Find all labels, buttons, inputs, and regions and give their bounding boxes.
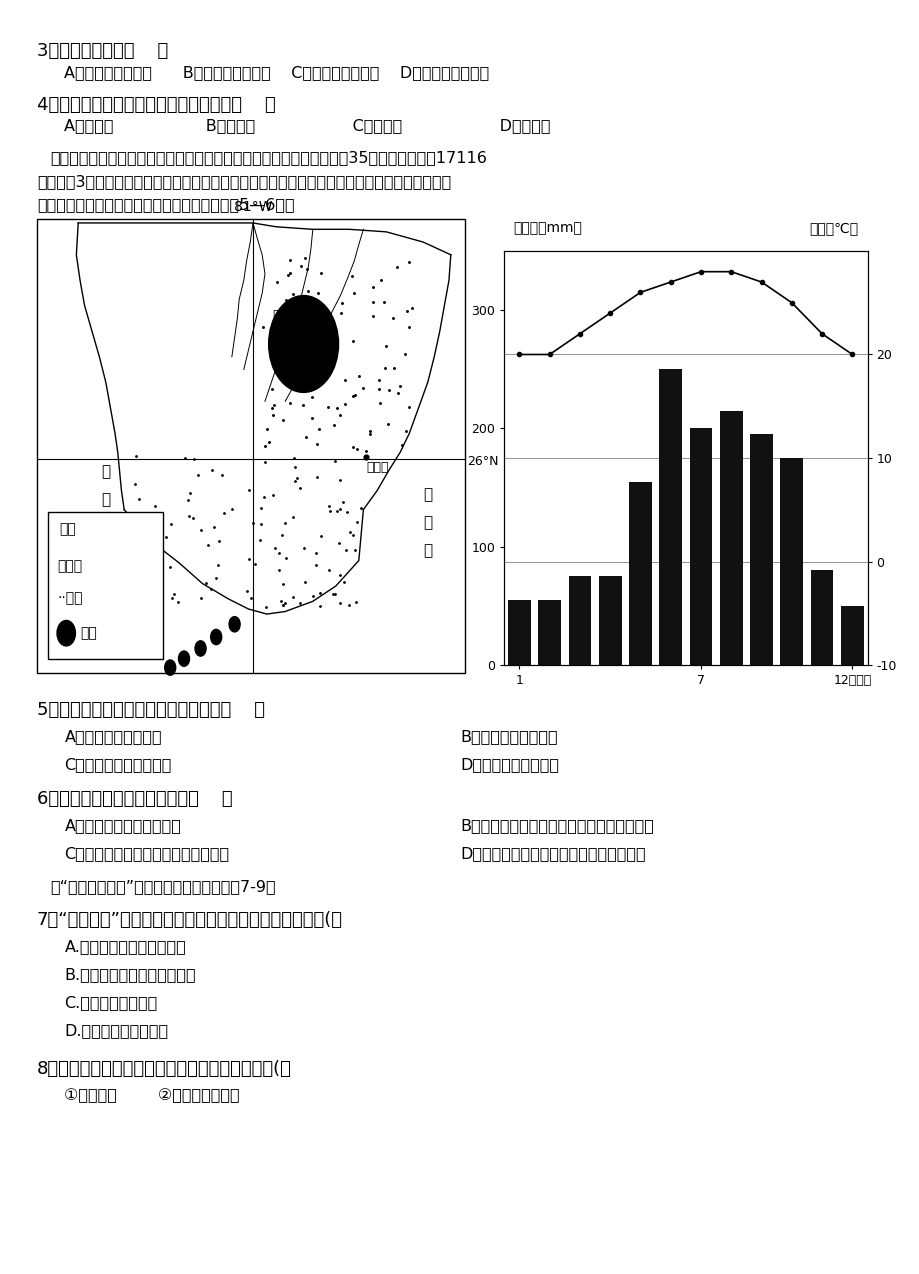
Bar [720, 410, 742, 665]
Text: A、背风坡、向阳坡      B、迎风坡、背阴坡    C、迎风坡、向阳坡    D、背风坡、背阴坡: A、背风坡、向阳坡 B、迎风坡、背阴坡 C、迎风坡、向阳坡 D、背风坡、背阴坡 [64, 65, 489, 80]
Text: ··沼泽: ··沼泽 [57, 591, 83, 605]
Bar [507, 600, 530, 665]
Circle shape [165, 660, 176, 675]
Text: D、大量建设商品住宅区，提高城市化水平: D、大量建设商品住宅区，提高城市化水平 [460, 846, 645, 861]
Text: B、海拔低，地势低平: B、海拔低，地势低平 [460, 729, 557, 744]
Text: 条，湖泊3万多个。其南部分布着大片沼泽，保持着原生的自然状态。读美国佛罗里达州部分沼泽: 条，湖泊3万多个。其南部分布着大片沼泽，保持着原生的自然状态。读美国佛罗里达州部… [37, 175, 450, 190]
Text: 农业区: 农业区 [272, 310, 298, 322]
Text: 大: 大 [423, 487, 432, 502]
Circle shape [210, 629, 221, 645]
Text: 湾: 湾 [101, 548, 110, 563]
Text: 降水量（mm）: 降水量（mm） [513, 222, 582, 236]
Text: 读“京沪高速铁路”及附近地区示意图，完戁7-9题: 读“京沪高速铁路”及附近地区示意图，完戁7-9题 [51, 879, 276, 894]
Text: 81°W: 81°W [233, 200, 272, 214]
Circle shape [268, 296, 338, 392]
Bar [48, 512, 163, 659]
Text: 气温（℃）: 气温（℃） [809, 222, 857, 236]
Text: 26°N: 26°N [467, 455, 498, 468]
Text: 哥: 哥 [101, 520, 110, 535]
Text: 分布图与迈马密降水量柱状和气温曲线图，回筕5—6题。: 分布图与迈马密降水量柱状和气温曲线图，回筕5—6题。 [37, 197, 294, 213]
Text: 图例: 图例 [59, 522, 75, 536]
Bar [810, 571, 833, 665]
Text: 7、“以桥代路”是京沪高铁的一大特色，下列说法正确的是(）: 7、“以桥代路”是京沪高铁的一大特色，下列说法正确的是(） [37, 911, 343, 929]
Text: A.节省能源和减少投资成本: A.节省能源和减少投资成本 [64, 939, 186, 954]
Text: A、气温低，蕲发量小: A、气温低，蕲发量小 [64, 729, 162, 744]
Text: 3、该山脉南坡为（    ）: 3、该山脉南坡为（ ） [37, 42, 168, 60]
Text: 西: 西 [423, 515, 432, 530]
Circle shape [57, 620, 75, 646]
Text: C、冻土广布，下渗量小: C、冻土广布，下渗量小 [64, 757, 172, 772]
Text: ～河流: ～河流 [57, 559, 82, 573]
Text: 墨: 墨 [101, 464, 110, 479]
Text: 西: 西 [101, 492, 110, 507]
Text: ①海滩平坦        ②晴天多、光照强: ①海滩平坦 ②晴天多、光照强 [64, 1088, 240, 1103]
Circle shape [178, 651, 189, 666]
Text: 洋: 洋 [423, 543, 432, 558]
Bar [629, 482, 651, 665]
Text: A、耐干热                  B、喜温凉                   C、耐低温                   D、喜湿热: A、耐干热 B、喜温凉 C、耐低温 D、喜湿热 [64, 118, 550, 134]
Text: 5、佛罗里达州沼泽形成的有利条件为（    ）: 5、佛罗里达州沼泽形成的有利条件为（ ） [37, 701, 265, 719]
Text: D.减弱噪声和电磁干扰: D.减弱噪声和电磁干扰 [64, 1023, 168, 1038]
Text: D、河流密集，落差大: D、河流密集，落差大 [460, 757, 559, 772]
Circle shape [229, 617, 240, 632]
Text: C.保护沿线自然环境: C.保护沿线自然环境 [64, 995, 157, 1010]
Bar [538, 600, 561, 665]
Bar [749, 434, 772, 665]
Text: 6、沼泽合理开发利用的方向为（    ）: 6、沼泽合理开发利用的方向为（ ） [37, 790, 233, 808]
Text: 4、该山脉山麓自然植被所具有的特征是（    ）: 4、该山脉山麓自然植被所具有的特征是（ ） [37, 96, 276, 113]
Text: 迈马密: 迈马密 [366, 461, 388, 474]
Text: 佛罗里达州大部分地区属于大西洋和墨西哥湾沿岐平原，平均海拔低于35米。境内有河流17116: 佛罗里达州大部分地区属于大西洋和墨西哥湾沿岐平原，平均海拔低于35米。境内有河流… [51, 150, 487, 166]
Text: C、成立自然保护区，保持生物多样性: C、成立自然保护区，保持生物多样性 [64, 846, 229, 861]
Bar [598, 576, 621, 665]
Text: B.方便交叉线路的人、车通过: B.方便交叉线路的人、车通过 [64, 967, 196, 982]
Text: A、大力发展商品谷物农业: A、大力发展商品谷物农业 [64, 818, 181, 833]
Text: 8、甲地有我国最大的盐场，其曙盐的有利条件是(）: 8、甲地有我国最大的盐场，其曙盐的有利条件是(） [37, 1060, 291, 1078]
Bar [568, 576, 591, 665]
Text: 湖泊: 湖泊 [80, 627, 96, 640]
Text: B、大量建设人文旅游景观，以吸引更多游客: B、大量建设人文旅游景观，以吸引更多游客 [460, 818, 653, 833]
Bar [779, 457, 802, 665]
Bar [659, 369, 681, 665]
Bar [689, 428, 711, 665]
Bar [840, 606, 863, 665]
Bar [37, 219, 464, 673]
Circle shape [195, 641, 206, 656]
